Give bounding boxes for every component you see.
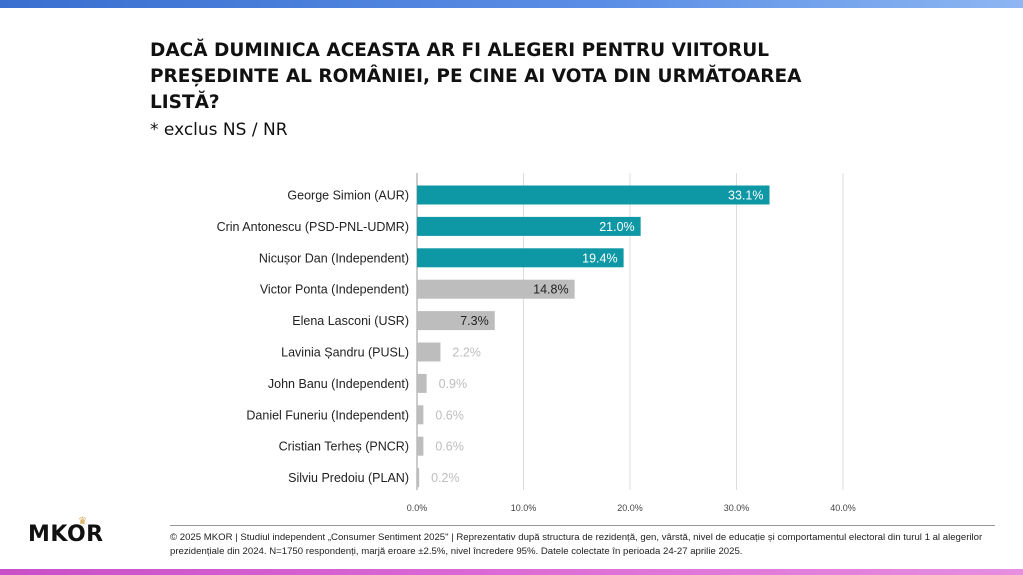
bar	[417, 311, 495, 331]
mkor-logo: MKOR	[28, 522, 104, 547]
top-accent-bar	[0, 0, 1023, 8]
x-tick-label: 40.0%	[830, 503, 856, 513]
category-label: Daniel Funeriu (Independent)	[246, 408, 409, 422]
bar	[417, 248, 624, 268]
category-label: John Banu (Independent)	[268, 377, 409, 391]
bar	[417, 279, 575, 299]
data-label: 33.1%	[728, 189, 763, 203]
data-label: 2.2%	[452, 346, 481, 360]
bar	[417, 342, 441, 362]
data-label: 21.0%	[599, 220, 634, 234]
data-label: 0.6%	[435, 408, 464, 422]
bar	[417, 405, 424, 425]
x-tick-label: 30.0%	[724, 503, 750, 513]
data-label: 0.6%	[435, 440, 464, 454]
category-label: Crin Antonescu (PSD-PNL-UDMR)	[217, 220, 409, 234]
bar	[417, 185, 770, 205]
bottom-accent-bar	[0, 569, 1023, 575]
data-label: 14.8%	[533, 283, 568, 297]
footnote: © 2025 MKOR | Studiul independent „Consu…	[170, 532, 983, 557]
category-label: Silviu Predoiu (PLAN)	[288, 471, 409, 485]
bar-chart: 0.0% 10.0% 20.0% 30.0% 40.0% George Simion (A…	[217, 173, 856, 513]
category-label: Nicușor Dan (Independent)	[259, 251, 409, 265]
category-label: Cristian Terheș (PNCR)	[279, 440, 409, 454]
bar	[417, 468, 420, 488]
category-label: Victor Ponta (Independent)	[260, 283, 409, 297]
footer-divider	[170, 525, 995, 526]
data-label: 19.4%	[582, 251, 617, 265]
bar	[417, 373, 427, 393]
bar	[417, 436, 424, 456]
chart-title: DACĂ DUMINICA ACEASTA AR FI ALEGERI PENT…	[150, 40, 802, 113]
x-tick-label: 10.0%	[511, 503, 537, 513]
data-label: 0.9%	[439, 377, 468, 391]
bar	[417, 216, 641, 236]
x-tick-label: 0.0%	[407, 503, 428, 513]
category-label: Lavinia Șandru (PUSL)	[281, 346, 409, 360]
data-label: 0.2%	[431, 471, 460, 485]
category-label: Elena Lasconi (USR)	[292, 314, 409, 328]
crown-icon: ♛	[78, 516, 87, 527]
x-tick-label: 20.0%	[617, 503, 643, 513]
category-label: George Simion (AUR)	[287, 189, 409, 203]
chart-subtitle: * exclus NS / NR	[150, 120, 288, 140]
data-label: 7.3%	[460, 314, 489, 328]
